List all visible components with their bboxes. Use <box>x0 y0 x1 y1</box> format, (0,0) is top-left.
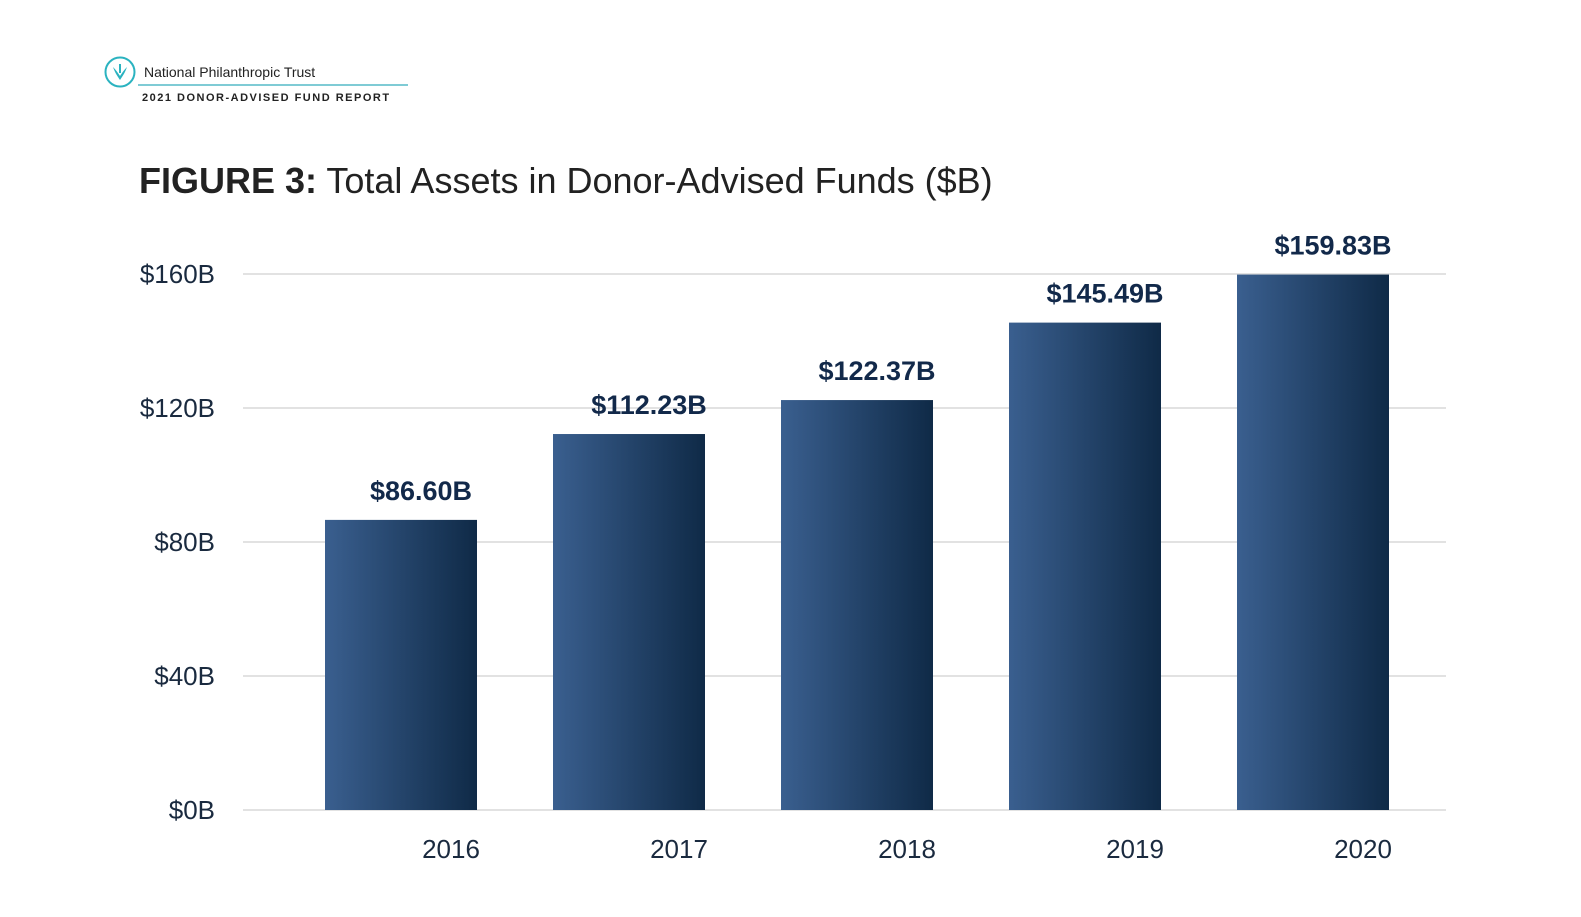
value-label-2019: $145.49B <box>1046 279 1163 309</box>
x-axis-ticks: 2016 2017 2018 2019 2020 <box>422 834 1392 864</box>
x-tick-label-2020: 2020 <box>1334 834 1392 864</box>
bar-2020 <box>1237 274 1389 811</box>
figure-title-text: Total Assets in Donor-Advised Funds ($B) <box>326 160 993 201</box>
value-label-2018: $122.37B <box>818 356 935 386</box>
brand-divider <box>138 84 408 86</box>
bar-2018 <box>781 400 933 810</box>
y-tick-label: $160B <box>140 259 215 289</box>
x-tick-label-2016: 2016 <box>422 834 480 864</box>
org-name: National Philanthropic Trust <box>144 64 316 80</box>
figure-label: FIGURE 3: <box>139 160 318 201</box>
y-tick-label: $40B <box>154 661 215 691</box>
value-labels: $86.60B $112.23B $122.37B $145.49B $159.83B <box>370 231 1392 506</box>
figure-title: FIGURE 3: Total Assets in Donor-Advised … <box>139 160 993 202</box>
y-tick-label: $0B <box>169 795 215 825</box>
bar-2017 <box>553 434 705 810</box>
bar-2019 <box>1009 322 1161 810</box>
bars <box>325 274 1389 811</box>
y-axis-ticks: $0B $40B $80B $120B $160B <box>140 259 215 825</box>
report-name: 2021 DONOR-ADVISED FUND REPORT <box>142 92 391 104</box>
value-label-2020: $159.83B <box>1274 231 1391 261</box>
value-label-2017: $112.23B <box>591 390 707 420</box>
x-tick-label-2018: 2018 <box>878 834 936 864</box>
brand-block: National Philanthropic Trust 2021 DONOR-… <box>104 56 408 108</box>
bar-2016 <box>325 519 477 810</box>
x-tick-label-2019: 2019 <box>1106 834 1164 864</box>
y-tick-label: $80B <box>154 527 215 557</box>
x-tick-label-2017: 2017 <box>650 834 708 864</box>
y-tick-label: $120B <box>140 393 215 423</box>
value-label-2016: $86.60B <box>370 476 472 506</box>
leaf-circle-icon <box>104 56 136 88</box>
